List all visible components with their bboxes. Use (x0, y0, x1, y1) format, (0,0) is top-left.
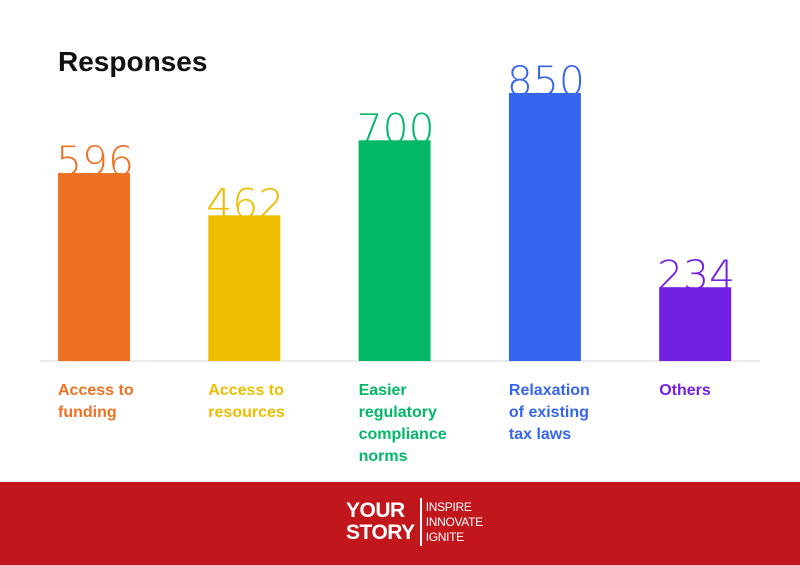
bar-4 (659, 287, 732, 361)
bar-value-label-3: 850 (507, 59, 585, 105)
category-label-line: Easier (358, 382, 407, 399)
bar-0 (58, 173, 130, 361)
category-label-line: norms (358, 448, 408, 465)
logo-tagline-ignite: IGNITE (425, 529, 465, 544)
bar-chart: 596 462 700 850 234 (40, 59, 760, 362)
bar-3 (508, 93, 581, 361)
logo-tagline-inspire: INSPIRE (425, 499, 472, 514)
logo-divider (419, 498, 422, 546)
logo-brand-line1: YOUR (346, 499, 405, 522)
category-label-0: Access to funding (58, 380, 183, 424)
category-label-line: compliance (358, 426, 447, 443)
bar-2 (358, 140, 431, 361)
category-label-2: Easier regulatory compliance norms (359, 380, 484, 468)
category-label-line: Relaxation (508, 382, 590, 399)
footer-bar (0, 482, 800, 565)
category-label-line: Access to (58, 382, 134, 399)
category-label-line: Others (659, 382, 711, 399)
category-label-line: Access to (208, 382, 284, 399)
bar-value-label-4: 234 (657, 253, 735, 299)
category-label-line: of existing (508, 404, 589, 421)
yourstory-logo: YOUR STORY INSPIRE INNOVATE IGNITE (346, 498, 483, 546)
logo-tagline-innovate: INNOVATE (425, 514, 483, 529)
bar-value-label-2: 700 (357, 106, 435, 152)
chart-title: Responses (58, 46, 208, 77)
category-label-line: tax laws (508, 426, 572, 443)
category-label-4: Others (659, 380, 784, 402)
category-label-3: Relaxation of existing tax laws (509, 380, 634, 446)
category-label-line: funding (58, 404, 117, 421)
category-label-1: Access to resources (208, 380, 333, 424)
logo-tagline: INSPIRE INNOVATE IGNITE (422, 498, 483, 546)
category-label-line: regulatory (358, 404, 437, 421)
bar-1 (208, 215, 281, 361)
bar-value-label-1: 462 (206, 181, 284, 227)
bar-value-label-0: 596 (56, 139, 134, 185)
category-label-line: resources (208, 404, 285, 421)
logo-brand-line2: STORY (346, 521, 415, 544)
logo-brand: YOUR STORY (346, 498, 420, 546)
